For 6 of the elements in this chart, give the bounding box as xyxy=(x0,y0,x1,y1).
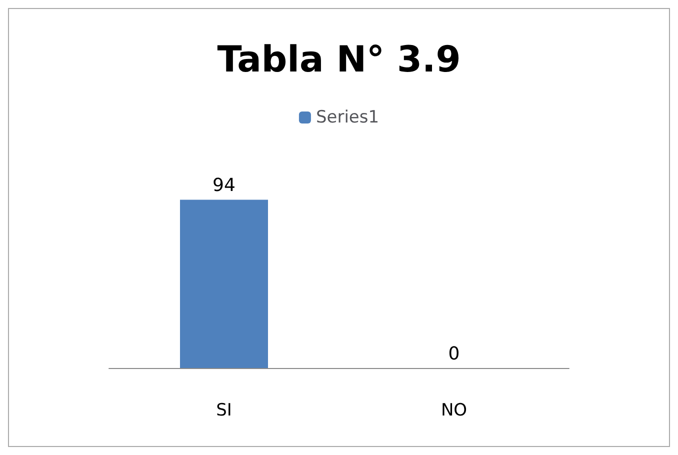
legend-label: Series1 xyxy=(316,108,380,128)
data-label: 94 xyxy=(212,175,236,196)
x-tick-label: SI xyxy=(216,400,232,420)
chart-title: Tabla N° 3.9 xyxy=(217,40,461,80)
data-label: 0 xyxy=(448,344,460,364)
x-tick-label: NO xyxy=(440,400,468,420)
